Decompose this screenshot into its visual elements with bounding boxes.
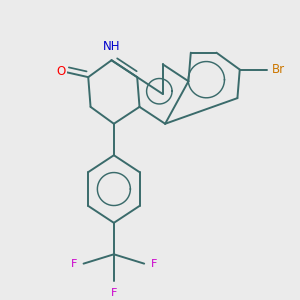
Text: NH: NH bbox=[103, 40, 121, 53]
Text: F: F bbox=[151, 259, 157, 269]
Text: Br: Br bbox=[272, 63, 285, 76]
Text: O: O bbox=[57, 65, 66, 78]
Text: F: F bbox=[71, 259, 77, 269]
Text: F: F bbox=[111, 287, 117, 298]
